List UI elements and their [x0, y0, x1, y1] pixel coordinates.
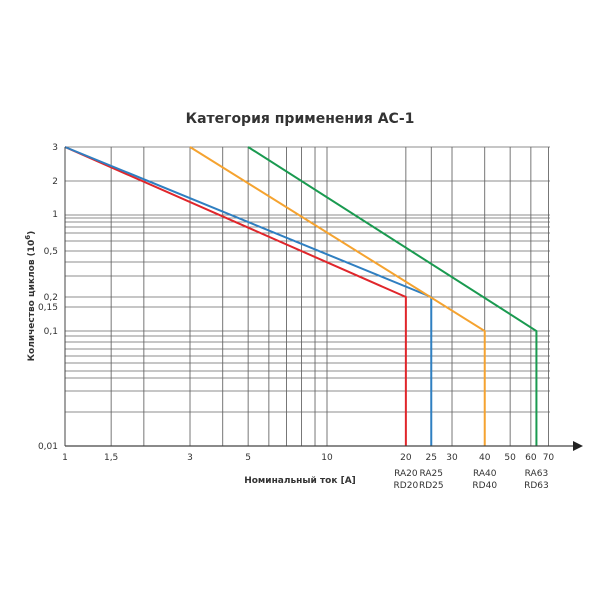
series-label-ra: RA20 — [394, 469, 418, 479]
x-tick-label: 40 — [479, 453, 491, 463]
x-tick-label: 30 — [446, 453, 458, 463]
grid — [64, 146, 550, 446]
x-tick-label: 10 — [321, 453, 333, 463]
axes: 1 1,5 3 5 10 20 25 30 40 50 60 70 3 2 1 0,5 0,20,15 0,1 0,… — [38, 143, 583, 491]
y-tick-label: 0,2 — [44, 293, 58, 303]
series-label-ra: RA63 — [525, 469, 549, 479]
x-axis-label: Номинальный ток [A] — [244, 476, 356, 486]
y-tick-label: 3 — [52, 143, 58, 153]
x-tick-label: 25 — [426, 453, 437, 463]
x-axis-arrow-icon — [573, 441, 583, 451]
y-axis-label: Количество циклов (106) — [24, 231, 37, 362]
series-label-rd: RD25 — [419, 481, 444, 491]
y-tick-label: 0,5 — [44, 247, 58, 257]
x-tick-label: 70 — [543, 453, 555, 463]
x-tick-label: 50 — [504, 453, 516, 463]
y-tick-label: 2 — [52, 177, 58, 187]
chart-title: Категория применения АС-1 — [186, 111, 415, 127]
x-tick-label: 20 — [400, 453, 412, 463]
x-tick-label: 5 — [245, 453, 251, 463]
x-tick-label: 3 — [187, 453, 193, 463]
series-label-ra: RA40 — [473, 469, 497, 479]
y-tick-label: 0,01 — [38, 442, 58, 452]
series-line — [247, 146, 538, 446]
y-tick-label: 0,1 — [44, 327, 58, 337]
series-label-ra: RA25 — [420, 469, 444, 479]
series-line — [64, 146, 407, 446]
x-tick-label: 1 — [62, 453, 68, 463]
y-tick-label: 0,15 — [38, 303, 58, 313]
series-line — [189, 146, 486, 446]
series-label-rd: RD20 — [394, 481, 419, 491]
x-tick-label: 60 — [525, 453, 537, 463]
x-tick-label: 1,5 — [104, 453, 118, 463]
series-group — [64, 146, 538, 446]
series-label-rd: RD40 — [472, 481, 497, 491]
y-tick-label: 1 — [52, 210, 58, 220]
series-label-rd: RD63 — [524, 481, 549, 491]
